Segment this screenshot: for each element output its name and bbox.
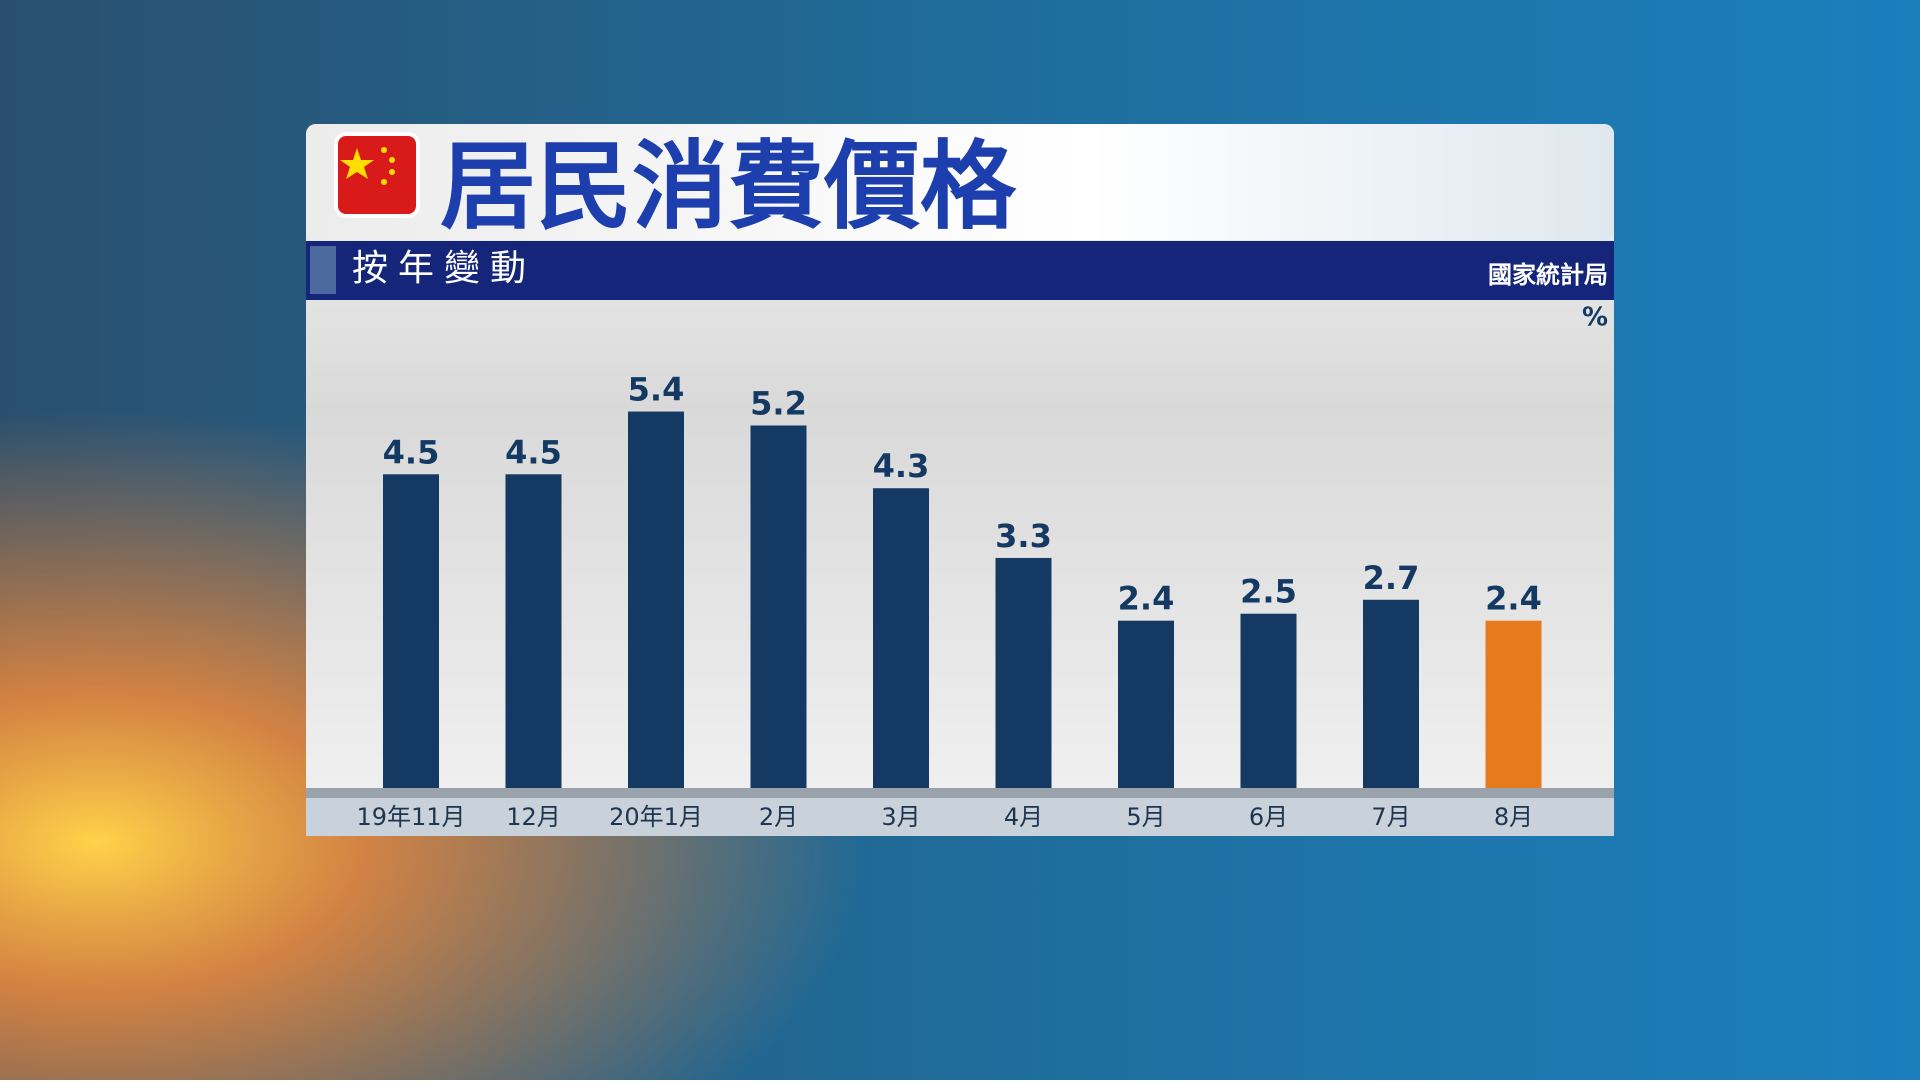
value-label: 2.4	[1118, 580, 1175, 618]
bar	[1118, 620, 1174, 788]
source: 國家統計局	[1488, 261, 1608, 289]
value-label: 4.5	[505, 433, 562, 471]
subtitle-accent	[310, 246, 336, 294]
category-strip	[306, 798, 1614, 836]
unit-label: %	[1582, 303, 1608, 333]
value-label: 5.4	[628, 371, 685, 409]
x-tick-label: 7月	[1371, 803, 1410, 831]
x-tick-label: 12月	[506, 803, 561, 831]
bar	[1240, 613, 1297, 788]
baseline-strip	[306, 788, 1614, 798]
x-tick-label: 6月	[1249, 803, 1288, 831]
flag-star	[381, 179, 387, 185]
value-label: 2.5	[1240, 573, 1297, 611]
bar	[1485, 620, 1542, 788]
bar	[383, 474, 439, 788]
bar	[873, 488, 929, 788]
value-label: 4.5	[383, 433, 440, 471]
chart-title: 居民消費價格	[440, 130, 1017, 242]
value-label: 5.2	[750, 384, 807, 422]
bar	[628, 411, 684, 788]
flag-star	[389, 157, 395, 163]
value-label: 2.4	[1485, 580, 1542, 618]
bar	[1363, 599, 1419, 788]
subtitle-bar	[306, 241, 1614, 300]
subtitle: 按年變動	[352, 248, 536, 289]
value-label: 3.3	[995, 517, 1052, 555]
bar	[995, 557, 1052, 788]
x-tick-label: 4月	[1004, 803, 1043, 831]
value-label: 4.3	[873, 447, 930, 485]
title-bar	[306, 124, 1614, 240]
value-label: 2.7	[1363, 559, 1420, 597]
x-tick-label: 8月	[1494, 803, 1533, 831]
flag-star	[389, 169, 395, 175]
x-tick-label: 5月	[1126, 803, 1165, 831]
bar	[750, 425, 807, 788]
bar	[505, 474, 562, 788]
flag-star	[381, 147, 387, 153]
flag-star	[340, 148, 374, 179]
x-tick-label: 20年1月	[609, 803, 703, 831]
x-tick-label: 2月	[759, 803, 798, 831]
x-tick-label: 19年11月	[356, 803, 465, 831]
x-tick-label: 3月	[881, 803, 920, 831]
